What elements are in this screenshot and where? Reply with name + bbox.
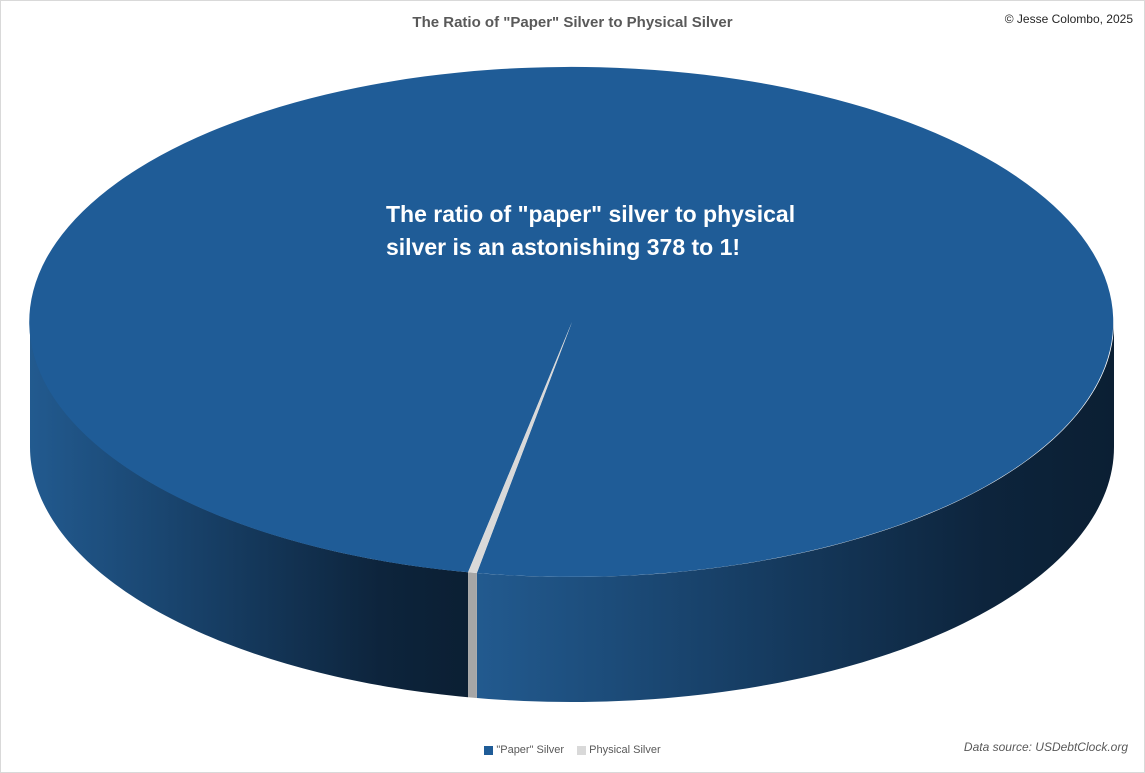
legend-label-physical-silver: Physical Silver xyxy=(589,744,661,756)
chart-title: The Ratio of "Paper" Silver to Physical … xyxy=(412,14,733,31)
chart-legend: "Paper" Silver Physical Silver xyxy=(0,744,1145,758)
legend-label-paper-silver: "Paper" Silver xyxy=(496,744,565,756)
legend-item-physical-silver: Physical Silver xyxy=(577,744,661,756)
chart-annotation: The ratio of "paper" silver to physical … xyxy=(386,201,796,260)
pie-side-paper-silver-0 xyxy=(30,322,469,698)
pie-side-physical-silver-0 xyxy=(468,572,477,699)
legend-swatch-physical-silver xyxy=(577,745,587,755)
legend-swatch-paper-silver xyxy=(484,745,494,755)
legend-item-paper-silver: "Paper" Silver xyxy=(484,744,564,756)
pie-slice-paper-silver xyxy=(29,66,1114,577)
copyright-label: © Jesse Colombo, 2025 xyxy=(1004,12,1133,26)
pie-side-paper-silver-1 xyxy=(476,322,1114,702)
pie-slice-physical-silver xyxy=(468,322,572,574)
data-source-label: Data source: USDebtClock.org xyxy=(963,740,1128,754)
